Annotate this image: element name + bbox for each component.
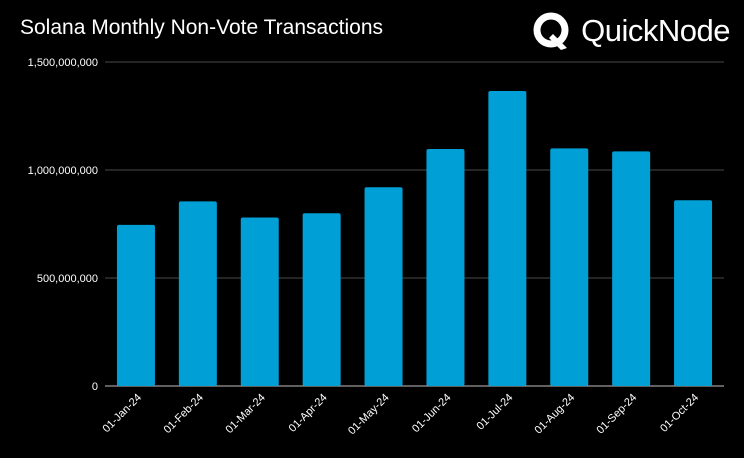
bar <box>116 224 155 386</box>
x-tick-label: 01-Apr-24 <box>287 392 330 435</box>
x-tick-label: 01-Oct-24 <box>658 392 701 435</box>
quicknode-logo-icon <box>533 12 569 50</box>
bar <box>674 200 713 386</box>
chart-title: Solana Monthly Non-Vote Transactions <box>20 16 384 39</box>
x-tick-label: 01-May-24 <box>346 392 392 438</box>
brand-logo: QuickNode <box>531 10 730 52</box>
bar <box>240 217 279 386</box>
bar <box>426 149 465 386</box>
bar <box>178 201 217 386</box>
bar <box>550 148 589 386</box>
bar <box>612 151 651 386</box>
x-tick-label: 01-Aug-24 <box>533 392 578 437</box>
y-tick-label: 500,000,000 <box>37 273 98 285</box>
bar <box>302 213 341 386</box>
x-tick-label: 01-Sep-24 <box>594 392 639 437</box>
x-tick-label: 01-Jun-24 <box>410 392 454 436</box>
brand-name: QuickNode <box>581 13 730 48</box>
x-tick-label: 01-Mar-24 <box>224 392 268 436</box>
x-tick-label: 01-Feb-24 <box>162 392 206 436</box>
bar <box>488 90 527 386</box>
y-tick-label: 1,000,000,000 <box>28 165 98 177</box>
y-tick-label: 0 <box>92 381 98 393</box>
x-tick-label: 01-Jan-24 <box>101 392 145 436</box>
bar <box>364 187 403 386</box>
x-tick-label: 01-Jul-24 <box>475 392 516 433</box>
y-tick-label: 1,500,000,000 <box>28 57 98 69</box>
